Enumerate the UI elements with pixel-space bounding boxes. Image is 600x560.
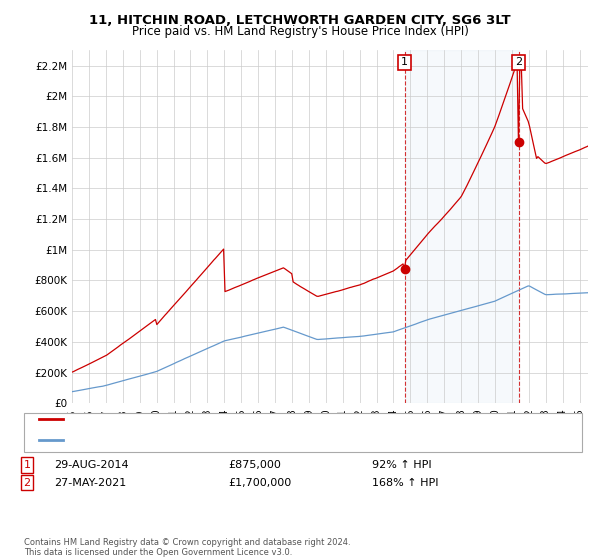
- Text: Contains HM Land Registry data © Crown copyright and database right 2024.
This d: Contains HM Land Registry data © Crown c…: [24, 538, 350, 557]
- Text: 2: 2: [515, 58, 523, 67]
- Text: 27-MAY-2021: 27-MAY-2021: [54, 478, 126, 488]
- Text: £875,000: £875,000: [228, 460, 281, 470]
- Text: 11, HITCHIN ROAD, LETCHWORTH GARDEN CITY, SG6 3LT (detached house): 11, HITCHIN ROAD, LETCHWORTH GARDEN CITY…: [66, 414, 458, 424]
- Text: 11, HITCHIN ROAD, LETCHWORTH GARDEN CITY, SG6 3LT: 11, HITCHIN ROAD, LETCHWORTH GARDEN CITY…: [89, 14, 511, 27]
- Text: 29-AUG-2014: 29-AUG-2014: [54, 460, 128, 470]
- Text: 1: 1: [401, 58, 408, 67]
- Text: 92% ↑ HPI: 92% ↑ HPI: [372, 460, 431, 470]
- Text: £1,700,000: £1,700,000: [228, 478, 291, 488]
- Text: 168% ↑ HPI: 168% ↑ HPI: [372, 478, 439, 488]
- Bar: [404, 50, 519, 403]
- Text: 1: 1: [23, 460, 31, 470]
- Text: Price paid vs. HM Land Registry's House Price Index (HPI): Price paid vs. HM Land Registry's House …: [131, 25, 469, 38]
- Text: 2: 2: [23, 478, 31, 488]
- Text: HPI: Average price, detached house, North Hertfordshire: HPI: Average price, detached house, Nort…: [66, 435, 361, 445]
